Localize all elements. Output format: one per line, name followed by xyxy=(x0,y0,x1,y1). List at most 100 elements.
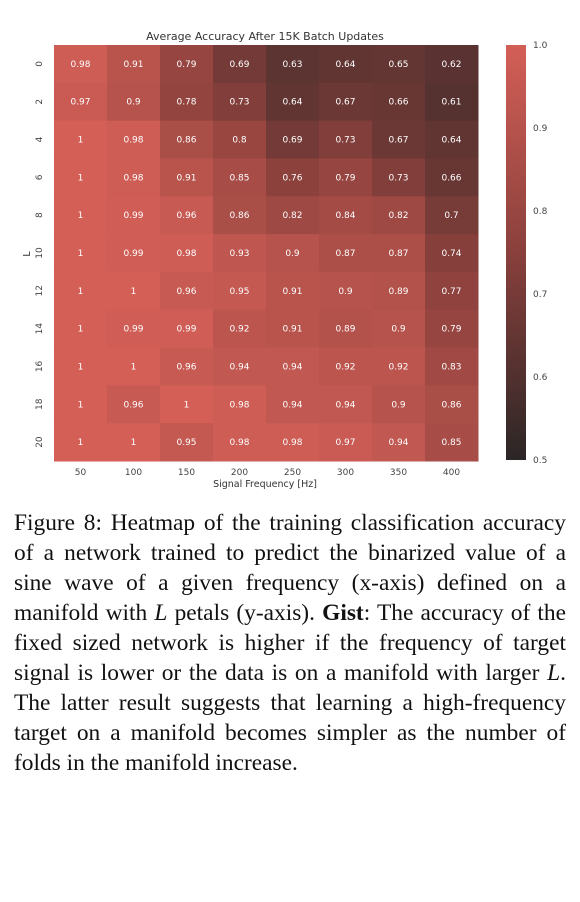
heatmap-cell-label: 0.79 xyxy=(176,60,196,70)
heatmap-cell xyxy=(425,271,479,311)
x-tick-label: 50 xyxy=(75,468,87,478)
heatmap-cell-label: 0.91 xyxy=(176,173,196,183)
heatmap-cell xyxy=(54,120,108,159)
heatmap-cell xyxy=(213,234,267,273)
heatmap-cell-label: 0.62 xyxy=(441,60,461,70)
heatmap-cell xyxy=(107,196,161,235)
heatmap-cell-label: 0.99 xyxy=(123,325,143,335)
heatmap-cell xyxy=(372,120,426,159)
colorbar-tick-label: 0.8 xyxy=(533,207,548,217)
y-tick-label: 18 xyxy=(35,398,45,410)
heatmap-cell xyxy=(425,234,479,273)
heatmap-cell-label: 0.99 xyxy=(123,211,143,221)
heatmap-cell xyxy=(319,347,373,386)
y-tick-label: 16 xyxy=(35,360,45,372)
heatmap-cell xyxy=(54,309,108,349)
heatmap-cell xyxy=(425,347,479,386)
x-tick-label: 100 xyxy=(125,468,142,478)
heatmap-cell xyxy=(54,45,108,84)
y-tick-label: 14 xyxy=(35,323,45,335)
heatmap-cell-label: 0.97 xyxy=(70,98,90,108)
heatmap-cell xyxy=(372,234,426,273)
heatmap-cell xyxy=(266,309,320,349)
heatmap-cell xyxy=(213,347,267,386)
heatmap-cell xyxy=(372,158,426,197)
heatmap-cell xyxy=(107,271,161,311)
heatmap-cell-label: 1 xyxy=(131,438,137,448)
heatmap-cell-label: 0.73 xyxy=(229,98,249,108)
heatmap-cell-label: 0.98 xyxy=(229,438,249,448)
y-axis-label: L xyxy=(22,251,33,257)
heatmap-cell xyxy=(213,385,267,424)
heatmap-cell xyxy=(107,234,161,273)
heatmap-cell xyxy=(266,45,320,84)
heatmap-cell-label: 0.83 xyxy=(441,362,461,372)
y-tick-label: 6 xyxy=(35,174,45,180)
heatmap-cell-label: 1 xyxy=(131,362,137,372)
heatmap-cell-label: 0.94 xyxy=(282,362,302,372)
heatmap-cell-label: 0.63 xyxy=(282,60,302,70)
heatmap-cell xyxy=(213,158,267,197)
heatmap-cell xyxy=(425,196,479,235)
colorbar-tick-label: 0.7 xyxy=(533,290,547,300)
caption-text-1: Heatmap of the training classification a… xyxy=(14,510,566,626)
heatmap-cell-label: 0.97 xyxy=(335,438,355,448)
x-tick-label: 400 xyxy=(443,468,460,478)
heatmap-cell-label: 0.74 xyxy=(441,249,461,259)
heatmap-cell-label: 0.66 xyxy=(388,98,408,108)
heatmap-cell-label: 0.99 xyxy=(176,325,196,335)
heatmap-cell xyxy=(372,423,426,462)
heatmap-cell xyxy=(213,271,267,311)
heatmap-cell-label: 1 xyxy=(131,287,137,297)
heatmap-cell xyxy=(372,271,426,311)
heatmap-cell xyxy=(213,196,267,235)
heatmap-cell-label: 1 xyxy=(78,211,84,221)
heatmap-cell xyxy=(319,423,373,462)
heatmap-cell xyxy=(319,120,373,159)
heatmap-cell-label: 0.85 xyxy=(441,438,461,448)
heatmap-cell-label: 0.86 xyxy=(229,211,249,221)
heatmap-cell xyxy=(372,347,426,386)
heatmap-cell-label: 1 xyxy=(78,325,84,335)
heatmap-cell xyxy=(266,347,320,386)
heatmap-cell xyxy=(425,309,479,349)
colorbar-tick-label: 0.6 xyxy=(533,373,548,383)
caption-var-l-1: L xyxy=(154,600,168,626)
heatmap-cell-label: 0.87 xyxy=(388,249,408,259)
heatmap-cell xyxy=(266,271,320,311)
heatmap-cell-label: 0.96 xyxy=(176,362,196,372)
heatmap-cell-label: 0.67 xyxy=(335,98,355,108)
heatmap-cell-label: 0.82 xyxy=(282,211,302,221)
heatmap-cell xyxy=(54,385,108,424)
x-tick-label: 250 xyxy=(284,468,301,478)
heatmap-cell xyxy=(213,45,267,84)
heatmap-cell-label: 0.65 xyxy=(388,60,408,70)
figure-caption: Figure 8: Heatmap of the training classi… xyxy=(14,508,566,778)
x-tick-label: 300 xyxy=(337,468,354,478)
heatmap-cell xyxy=(54,347,108,386)
heatmap-cell xyxy=(372,82,426,122)
heatmap-cell xyxy=(160,45,214,84)
heatmap-cell-label: 0.96 xyxy=(176,287,196,297)
heatmap-cell xyxy=(319,271,373,311)
heatmap-cell-label: 0.85 xyxy=(229,173,249,183)
heatmap-cell-label: 0.95 xyxy=(229,287,249,297)
heatmap-cell-label: 0.8 xyxy=(232,136,247,146)
heatmap-cell xyxy=(107,423,161,462)
heatmap-cell-label: 0.73 xyxy=(335,136,355,146)
heatmap-cell-label: 0.98 xyxy=(123,136,143,146)
heatmap-cell-label: 1 xyxy=(184,400,190,410)
heatmap-cell-label: 1 xyxy=(78,136,84,146)
heatmap-cell-label: 0.64 xyxy=(335,60,355,70)
heatmap-cell xyxy=(160,271,214,311)
heatmap-cell xyxy=(213,423,267,462)
heatmap-cell-label: 1 xyxy=(78,287,84,297)
heatmap-cell xyxy=(425,158,479,197)
y-tick-label: 8 xyxy=(35,212,45,218)
heatmap-cells: 0.98 0.91 0.79 0.69 0.63 0.64 0.65 0.620.97 0.9 0… xyxy=(54,45,479,462)
heatmap-cell-label: 0.64 xyxy=(441,136,461,146)
y-tick-label: 12 xyxy=(35,285,45,296)
y-tick-label: 4 xyxy=(35,136,45,142)
heatmap-cell xyxy=(107,309,161,349)
heatmap-cell-label: 0.91 xyxy=(282,287,302,297)
